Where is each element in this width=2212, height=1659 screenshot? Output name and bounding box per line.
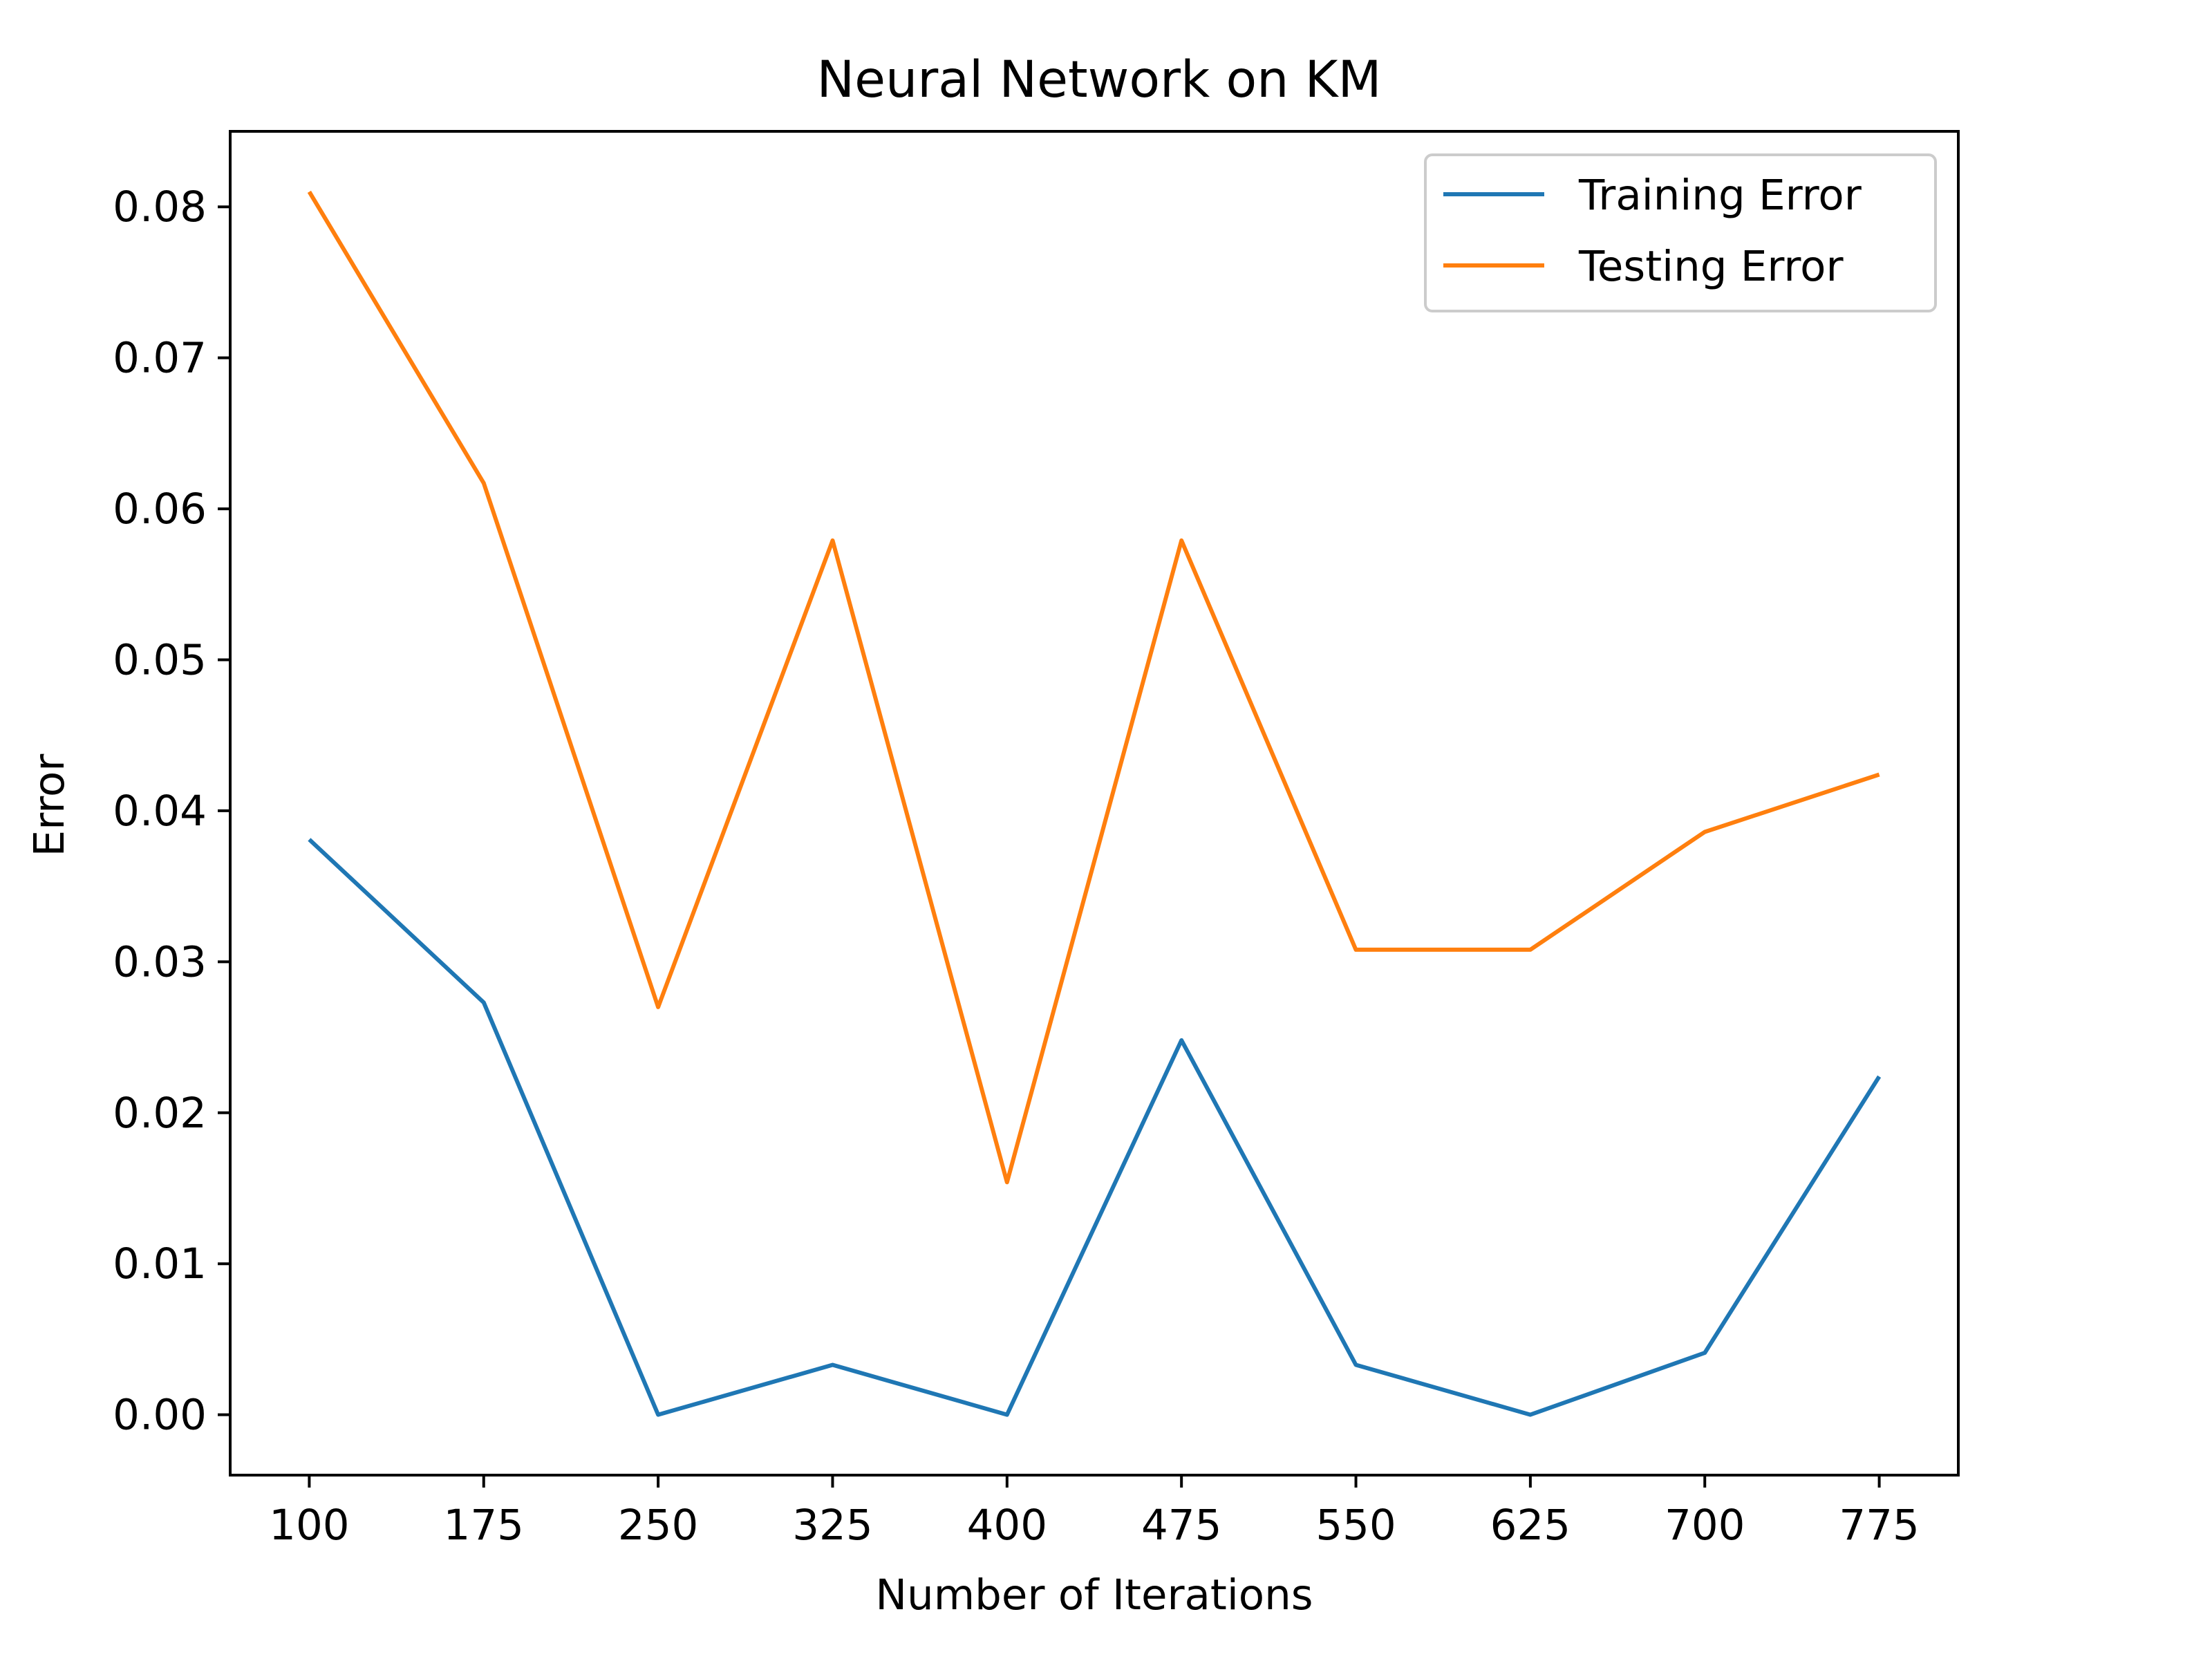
legend: Training Error Testing Error xyxy=(1424,153,1937,312)
y-tick-label: 0.01 xyxy=(113,1239,207,1288)
y-tick-label: 0.08 xyxy=(113,182,207,232)
y-tick-label: 0.03 xyxy=(113,937,207,986)
x-tick-label: 100 xyxy=(269,1501,349,1550)
y-tick-label: 0.02 xyxy=(113,1089,207,1138)
plot-frame xyxy=(229,130,1960,1477)
y-tick-label: 0.07 xyxy=(113,334,207,383)
x-tick-label: 250 xyxy=(618,1501,698,1550)
x-tick-label: 175 xyxy=(444,1501,524,1550)
y-tick-label: 0.05 xyxy=(113,635,207,684)
x-tick-label: 475 xyxy=(1141,1501,1221,1550)
x-tick-label: 775 xyxy=(1839,1501,1919,1550)
testing-error-line xyxy=(307,190,1880,1185)
y-axis-label: Error xyxy=(25,753,74,857)
x-tick-label: 625 xyxy=(1490,1501,1571,1550)
legend-box xyxy=(1424,153,1937,312)
x-tick-label: 550 xyxy=(1315,1501,1396,1550)
chart-title: Neural Network on KM xyxy=(816,50,1381,109)
legend-label-training: Training Error xyxy=(1578,171,1862,220)
y-tick-label: 0.04 xyxy=(113,787,207,836)
plot-area xyxy=(229,130,1960,1477)
y-tick-label: 0.00 xyxy=(113,1391,207,1440)
y-axis: 0.00 0.01 0.02 0.03 0.04 0.05 0.06 0.07 0.08 xyxy=(113,182,230,1440)
x-axis-label: Number of Iterations xyxy=(875,1571,1313,1620)
x-tick-label: 700 xyxy=(1665,1501,1745,1550)
y-tick-label: 0.06 xyxy=(113,485,207,534)
training-error-line xyxy=(308,838,1882,1417)
legend-label-testing: Testing Error xyxy=(1578,242,1844,291)
series-layer xyxy=(307,190,1882,1417)
x-tick-label: 325 xyxy=(792,1501,872,1550)
x-axis: 100 175 250 325 400 475 550 625 700 775 xyxy=(269,1475,1920,1550)
x-tick-label: 400 xyxy=(967,1501,1047,1550)
